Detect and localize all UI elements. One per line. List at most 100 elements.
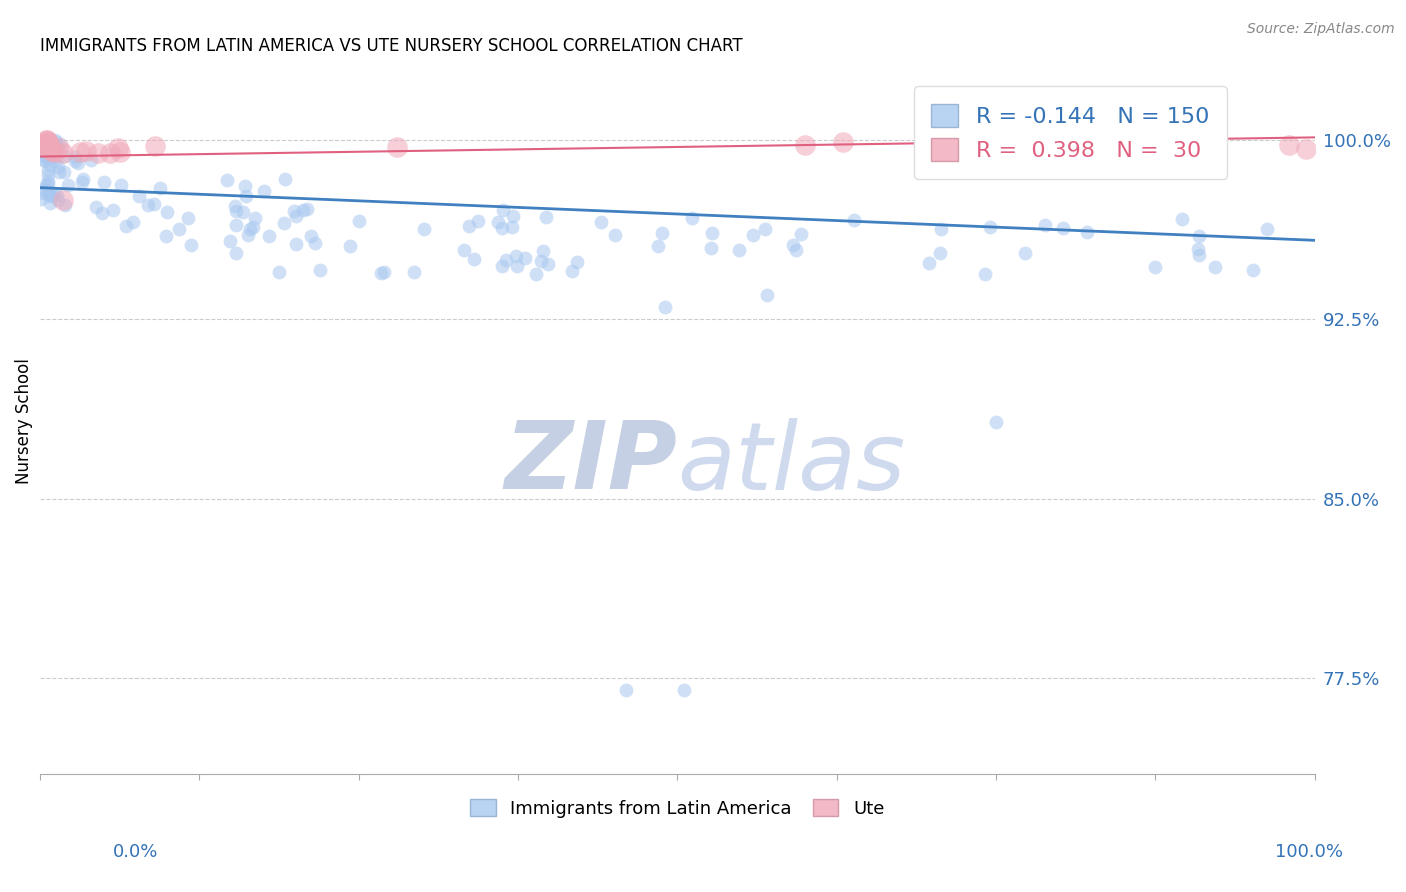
Point bbox=[243, 211, 266, 225]
Point bbox=[31, 145, 53, 159]
Point bbox=[34, 154, 56, 169]
Point bbox=[700, 226, 723, 240]
Point bbox=[30, 193, 52, 207]
Point bbox=[536, 210, 558, 224]
Point bbox=[37, 168, 59, 182]
Point bbox=[785, 244, 807, 258]
Point bbox=[304, 236, 326, 251]
Point bbox=[37, 184, 59, 198]
Point bbox=[505, 249, 527, 263]
Point bbox=[267, 265, 290, 279]
Point bbox=[232, 205, 254, 219]
Point bbox=[93, 175, 115, 189]
Point bbox=[48, 141, 70, 155]
Point bbox=[38, 188, 60, 202]
Point bbox=[39, 196, 62, 211]
Point bbox=[370, 266, 392, 280]
Point bbox=[285, 209, 308, 223]
Point bbox=[741, 227, 763, 242]
Y-axis label: Nursery School: Nursery School bbox=[15, 358, 32, 484]
Point bbox=[832, 135, 855, 149]
Point bbox=[225, 245, 247, 260]
Point bbox=[44, 145, 66, 159]
Point bbox=[53, 198, 76, 212]
Point bbox=[295, 202, 318, 217]
Point bbox=[492, 202, 515, 217]
Point bbox=[491, 221, 513, 235]
Point bbox=[754, 222, 776, 236]
Text: atlas: atlas bbox=[678, 418, 905, 509]
Text: ZIP: ZIP bbox=[505, 417, 678, 509]
Point bbox=[142, 196, 165, 211]
Point bbox=[225, 218, 247, 232]
Point bbox=[1188, 229, 1211, 244]
Point bbox=[53, 149, 76, 163]
Point bbox=[530, 254, 553, 268]
Point bbox=[463, 252, 485, 266]
Point bbox=[32, 186, 55, 200]
Point bbox=[273, 216, 295, 230]
Point bbox=[491, 260, 513, 274]
Point bbox=[1143, 260, 1166, 274]
Point bbox=[45, 136, 67, 150]
Point bbox=[1062, 140, 1084, 154]
Point bbox=[128, 188, 150, 202]
Point bbox=[107, 141, 129, 155]
Point bbox=[918, 256, 941, 270]
Point bbox=[34, 136, 56, 151]
Point bbox=[108, 145, 131, 160]
Point bbox=[69, 145, 91, 159]
Point bbox=[782, 237, 804, 252]
Point bbox=[501, 220, 523, 235]
Point bbox=[842, 213, 865, 227]
Point bbox=[929, 245, 952, 260]
Point bbox=[242, 219, 264, 234]
Point bbox=[1052, 220, 1074, 235]
Point bbox=[291, 203, 314, 218]
Point bbox=[39, 189, 62, 203]
Point bbox=[44, 154, 66, 169]
Point bbox=[672, 683, 695, 698]
Point bbox=[37, 140, 59, 154]
Point bbox=[654, 301, 676, 315]
Point bbox=[681, 211, 703, 226]
Point bbox=[1256, 221, 1278, 235]
Point bbox=[979, 220, 1001, 235]
Point bbox=[755, 288, 778, 302]
Point bbox=[488, 214, 510, 228]
Point bbox=[531, 244, 554, 259]
Point bbox=[699, 241, 721, 255]
Point bbox=[35, 136, 58, 150]
Point bbox=[565, 254, 588, 268]
Point bbox=[373, 265, 395, 279]
Point bbox=[90, 205, 112, 219]
Point bbox=[52, 165, 75, 179]
Point bbox=[412, 222, 434, 236]
Point bbox=[35, 134, 58, 148]
Point bbox=[87, 146, 110, 161]
Point bbox=[110, 178, 132, 193]
Point bbox=[30, 137, 52, 152]
Point bbox=[506, 259, 529, 273]
Point bbox=[973, 267, 995, 281]
Point bbox=[283, 204, 305, 219]
Point bbox=[46, 188, 69, 202]
Point bbox=[52, 145, 75, 160]
Point bbox=[35, 133, 58, 147]
Point bbox=[58, 178, 80, 192]
Point bbox=[339, 239, 361, 253]
Point bbox=[100, 146, 122, 161]
Text: 0.0%: 0.0% bbox=[112, 843, 157, 861]
Point bbox=[309, 262, 332, 277]
Point bbox=[31, 140, 53, 154]
Point bbox=[39, 145, 62, 159]
Point bbox=[35, 178, 58, 192]
Point bbox=[1187, 248, 1209, 262]
Point bbox=[75, 145, 97, 159]
Point bbox=[929, 222, 952, 236]
Point bbox=[46, 160, 69, 174]
Legend: Immigrants from Latin America, Ute: Immigrants from Latin America, Ute bbox=[463, 792, 891, 825]
Point bbox=[180, 238, 202, 252]
Point bbox=[347, 213, 370, 227]
Point bbox=[52, 193, 75, 207]
